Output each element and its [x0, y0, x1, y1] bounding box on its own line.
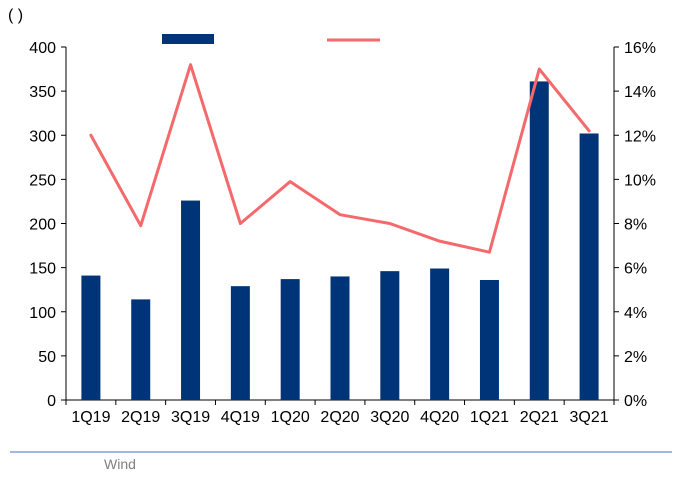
bar-series — [81, 81, 599, 401]
bar — [479, 279, 499, 400]
bar — [330, 276, 350, 400]
right-tick-label: 2% — [624, 349, 647, 366]
right-tick-label: 0% — [624, 393, 647, 410]
bar — [131, 299, 151, 400]
left-tick-label: 150 — [29, 261, 56, 278]
right-tick-label: 14% — [624, 84, 656, 101]
left-tick-label: 100 — [29, 305, 56, 322]
bar — [230, 286, 250, 400]
legend-bar-swatch — [162, 34, 214, 44]
left-tick-label: 350 — [29, 84, 56, 101]
x-tick-label: 2Q19 — [121, 409, 160, 426]
x-tick-label: 4Q20 — [420, 409, 459, 426]
x-tick-label: 3Q19 — [171, 409, 210, 426]
left-tick-label: 250 — [29, 172, 56, 189]
x-tick-label: 1Q20 — [271, 409, 310, 426]
x-tick-label: 1Q19 — [71, 409, 110, 426]
line-series — [89, 63, 591, 254]
right-tick-label: 16% — [624, 40, 656, 57]
x-tick-label: 1Q21 — [470, 409, 509, 426]
right-tick-label: 12% — [624, 128, 656, 145]
legend — [162, 34, 380, 44]
bar — [81, 275, 101, 400]
bar — [579, 133, 599, 401]
right-tick-label: 10% — [624, 172, 656, 189]
line-path — [89, 63, 591, 254]
bar — [430, 268, 450, 400]
left-tick-label: 0 — [47, 393, 56, 410]
bar — [280, 279, 300, 400]
x-tick-label: 4Q19 — [221, 409, 260, 426]
x-tick-label: 3Q21 — [570, 409, 609, 426]
left-tick-label: 400 — [29, 40, 56, 57]
x-tick-label: 2Q20 — [320, 409, 359, 426]
x-tick-label: 3Q20 — [370, 409, 409, 426]
right-tick-label: 6% — [624, 261, 647, 278]
source-note: Wind — [104, 456, 136, 472]
left-axis-unit-label: ( ) — [8, 7, 23, 24]
bar — [181, 200, 201, 400]
left-tick-label: 50 — [38, 349, 56, 366]
bar — [529, 81, 549, 400]
left-tick-label: 200 — [29, 217, 56, 234]
bar — [380, 271, 400, 400]
axes: 0 50 100 150 200 250 300 350 400 0% 2% 4% 6% 8% 10% 12%… — [10, 40, 672, 453]
x-tick-label: 2Q21 — [520, 409, 559, 426]
right-tick-label: 8% — [624, 217, 647, 234]
right-tick-label: 4% — [624, 305, 647, 322]
left-tick-label: 300 — [29, 128, 56, 145]
